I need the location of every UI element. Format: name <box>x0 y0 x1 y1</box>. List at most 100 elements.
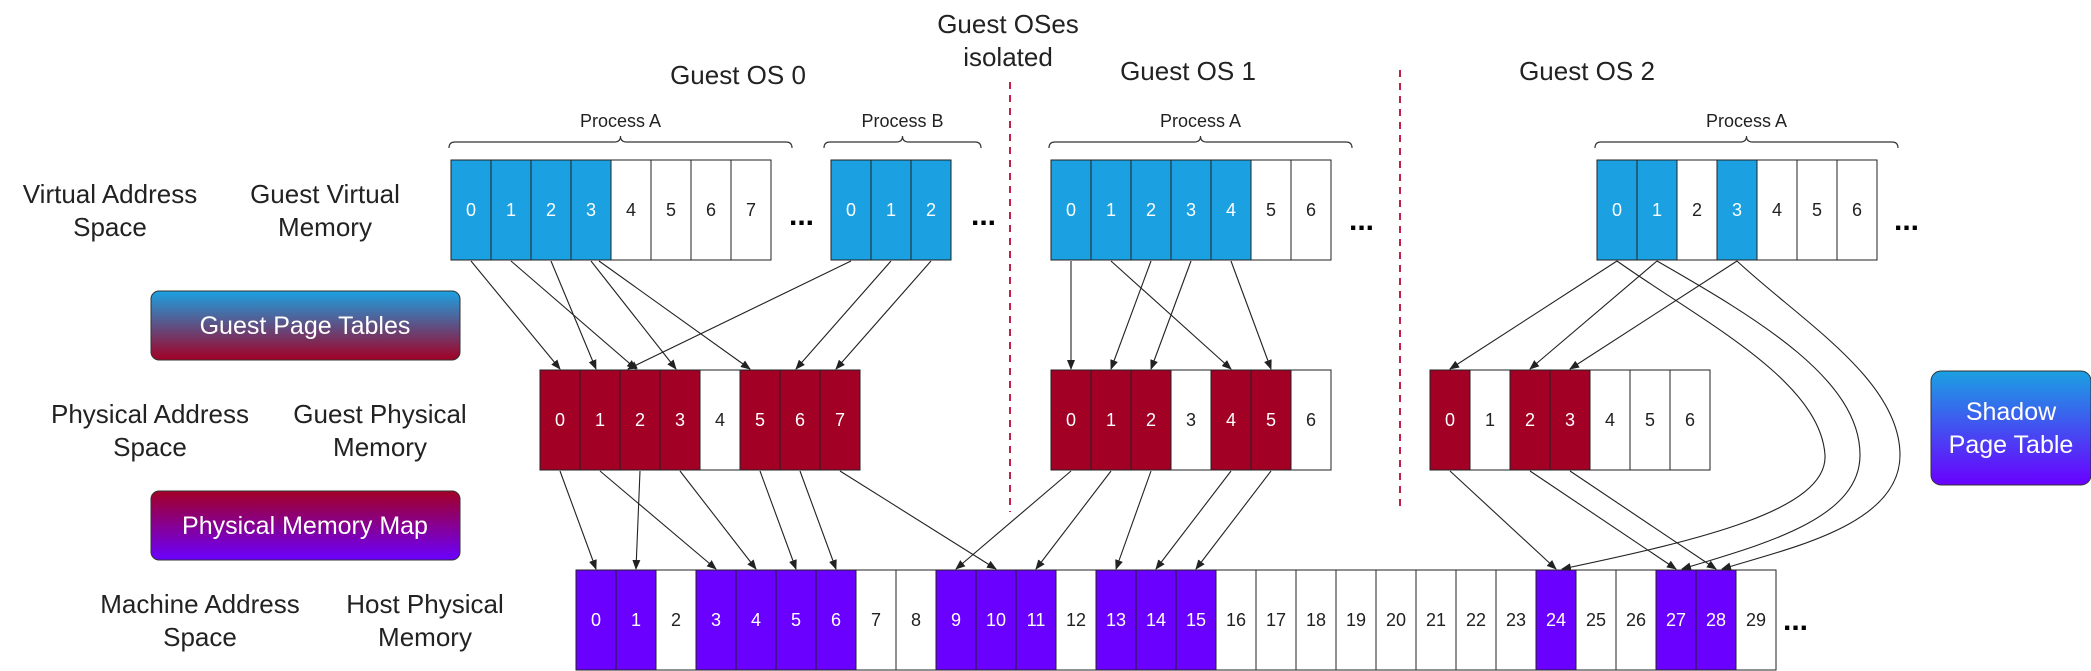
host-physical-page-cell-label: 19 <box>1346 610 1366 630</box>
host-physical-page-cell: 15 <box>1175 569 1217 671</box>
mapping-arrow <box>470 260 561 370</box>
host-physical-page-cell-label: 24 <box>1546 610 1566 630</box>
host-physical-page-cell: 4 <box>735 569 777 671</box>
host-physical-page-cell-label: 18 <box>1306 610 1326 630</box>
mapping-arrow <box>835 260 932 370</box>
virtual-page-cell: 5 <box>650 159 692 261</box>
process-bracket <box>1594 135 1899 149</box>
guest-physical-page-cell-label: 2 <box>1525 410 1535 430</box>
mapping-arrow <box>955 470 1072 570</box>
guest-physical-page-cell: 5 <box>739 369 781 471</box>
host-physical-page-cell: 6 <box>815 569 857 671</box>
guest-physical-page-cell-label: 1 <box>1485 410 1495 430</box>
guest-physical-page-cell-label: 1 <box>595 410 605 430</box>
virtual-page-cell: 7 <box>730 159 772 261</box>
host-physical-page-cell: 20 <box>1375 569 1417 671</box>
guest-physical-page-cell-label: 0 <box>1066 410 1076 430</box>
mapping-arrow <box>1449 260 1618 370</box>
physical-address-space-label: Space <box>113 432 187 462</box>
virtual-page-cell-label: 2 <box>1692 200 1702 220</box>
machine-address-space-label: Space <box>163 622 237 652</box>
mapping-arrows <box>470 260 1901 572</box>
guest-physical-page-cell: 5 <box>1629 369 1671 471</box>
host-physical-page-cell: 9 <box>935 569 977 671</box>
virtual-page-cell: 0 <box>1050 159 1092 261</box>
host-physical-page-cell-label: 2 <box>671 610 681 630</box>
host-physical-page-cell: 17 <box>1255 569 1297 671</box>
virtual-page-cell-label: 3 <box>586 200 596 220</box>
host-physical-page-cell-label: 8 <box>911 610 921 630</box>
guest-physical-page-cell-label: 1 <box>1106 410 1116 430</box>
host-physical-page-cell: 21 <box>1415 569 1457 671</box>
virtual-page-cell-label: 5 <box>666 200 676 220</box>
mapping-arrow <box>759 470 797 570</box>
mapping-arrow <box>1230 260 1272 370</box>
guest-physical-page-cell: 4 <box>699 369 741 471</box>
host-physical-page-cell-label: 13 <box>1106 610 1126 630</box>
guest-physical-page-cell-label: 4 <box>1605 410 1615 430</box>
virtual-page-cell-label: 1 <box>1106 200 1116 220</box>
host-physical-page-cell: 28 <box>1695 569 1737 671</box>
host-physical-page-cell: 16 <box>1215 569 1257 671</box>
mapping-arrow <box>1150 260 1192 370</box>
ellipsis: ... <box>789 199 814 232</box>
host-physical-page-cell-label: 6 <box>831 610 841 630</box>
host-physical-memory-label: Host Physical <box>346 589 504 619</box>
shadow-page-table-label-line2: Page Table <box>1949 431 2074 459</box>
memory-cells: 0 1 2 3 4 5 6 7... 0 1 2... 0 1 2 3 4 5 6... 0 1 2 3 4 5 6 ...0 1 2… <box>450 159 1919 671</box>
guest-physical-page-cell: 0 <box>539 369 581 471</box>
mapping-arrow <box>1115 470 1152 570</box>
process-brackets: Process A Process B Process A Process A <box>448 111 1899 149</box>
virtual-address-space-label: Space <box>73 212 147 242</box>
shadow-page-table-label-line1: Shadow <box>1966 398 2057 426</box>
host-physical-page-cell-label: 10 <box>986 610 1006 630</box>
guest-physical-page-cell: 6 <box>779 369 821 471</box>
guest-physical-memory-label: Guest Physical <box>293 399 466 429</box>
mapping-arrow <box>627 260 852 370</box>
guest-physical-page-cell-label: 3 <box>1565 410 1575 430</box>
guest-physical-page-cell: 2 <box>619 369 661 471</box>
virtual-page-cell: 4 <box>1210 159 1252 261</box>
mapping-arrow <box>1155 470 1232 570</box>
host-physical-page-cell: 1 <box>615 569 657 671</box>
mapping-arrow <box>799 470 837 570</box>
guest-physical-memory-label: Memory <box>333 432 427 462</box>
mapping-arrow <box>1110 260 1152 370</box>
host-physical-page-cell-label: 22 <box>1466 610 1486 630</box>
virtual-page-cell: 5 <box>1250 159 1292 261</box>
host-physical-page-cell: 14 <box>1135 569 1177 671</box>
host-physical-page-cell-label: 4 <box>751 610 761 630</box>
process-label: Process A <box>1160 111 1241 131</box>
guest-virtual-memory-label: Memory <box>278 212 372 242</box>
shadow-mapping-arrow <box>1656 260 1861 571</box>
virtual-page-cell: 4 <box>610 159 652 261</box>
host-physical-page-cell-label: 15 <box>1186 610 1206 630</box>
guest-physical-page-cell: 3 <box>1170 369 1212 471</box>
virtual-page-cell: 3 <box>570 159 612 261</box>
guest-physical-page-cell: 1 <box>1090 369 1132 471</box>
host-physical-page-cell: 2 <box>655 569 697 671</box>
virtual-page-cell: 3 <box>1170 159 1212 261</box>
process-bracket <box>823 135 982 149</box>
host-physical-page-cell: 27 <box>1655 569 1697 671</box>
guest-page-tables-box: Guest Page Tables <box>150 290 461 361</box>
guest-physical-page-cell-label: 4 <box>1226 410 1236 430</box>
virtual-page-cell-label: 3 <box>1186 200 1196 220</box>
virtual-page-cell-label: 4 <box>1772 200 1782 220</box>
virtual-page-cell-label: 2 <box>926 200 936 220</box>
virtual-page-cell: 0 <box>1596 159 1638 261</box>
mapping-arrow <box>632 470 641 570</box>
virtual-page-cell-label: 2 <box>546 200 556 220</box>
guest-physical-page-cell: 3 <box>659 369 701 471</box>
host-physical-page-cell: 7 <box>855 569 897 671</box>
guest-page-tables-label: Guest Page Tables <box>200 312 411 340</box>
mapping-arrow <box>1035 470 1112 570</box>
mapping-arrow <box>599 470 717 570</box>
virtual-page-cell-label: 2 <box>1146 200 1156 220</box>
host-physical-page-cell-label: 25 <box>1586 610 1606 630</box>
mapping-arrow <box>839 470 997 570</box>
host-physical-page-cell: 10 <box>975 569 1017 671</box>
host-physical-page-cell-label: 21 <box>1426 610 1446 630</box>
virtual-page-cell-label: 4 <box>626 200 636 220</box>
mapping-arrow <box>550 260 597 370</box>
